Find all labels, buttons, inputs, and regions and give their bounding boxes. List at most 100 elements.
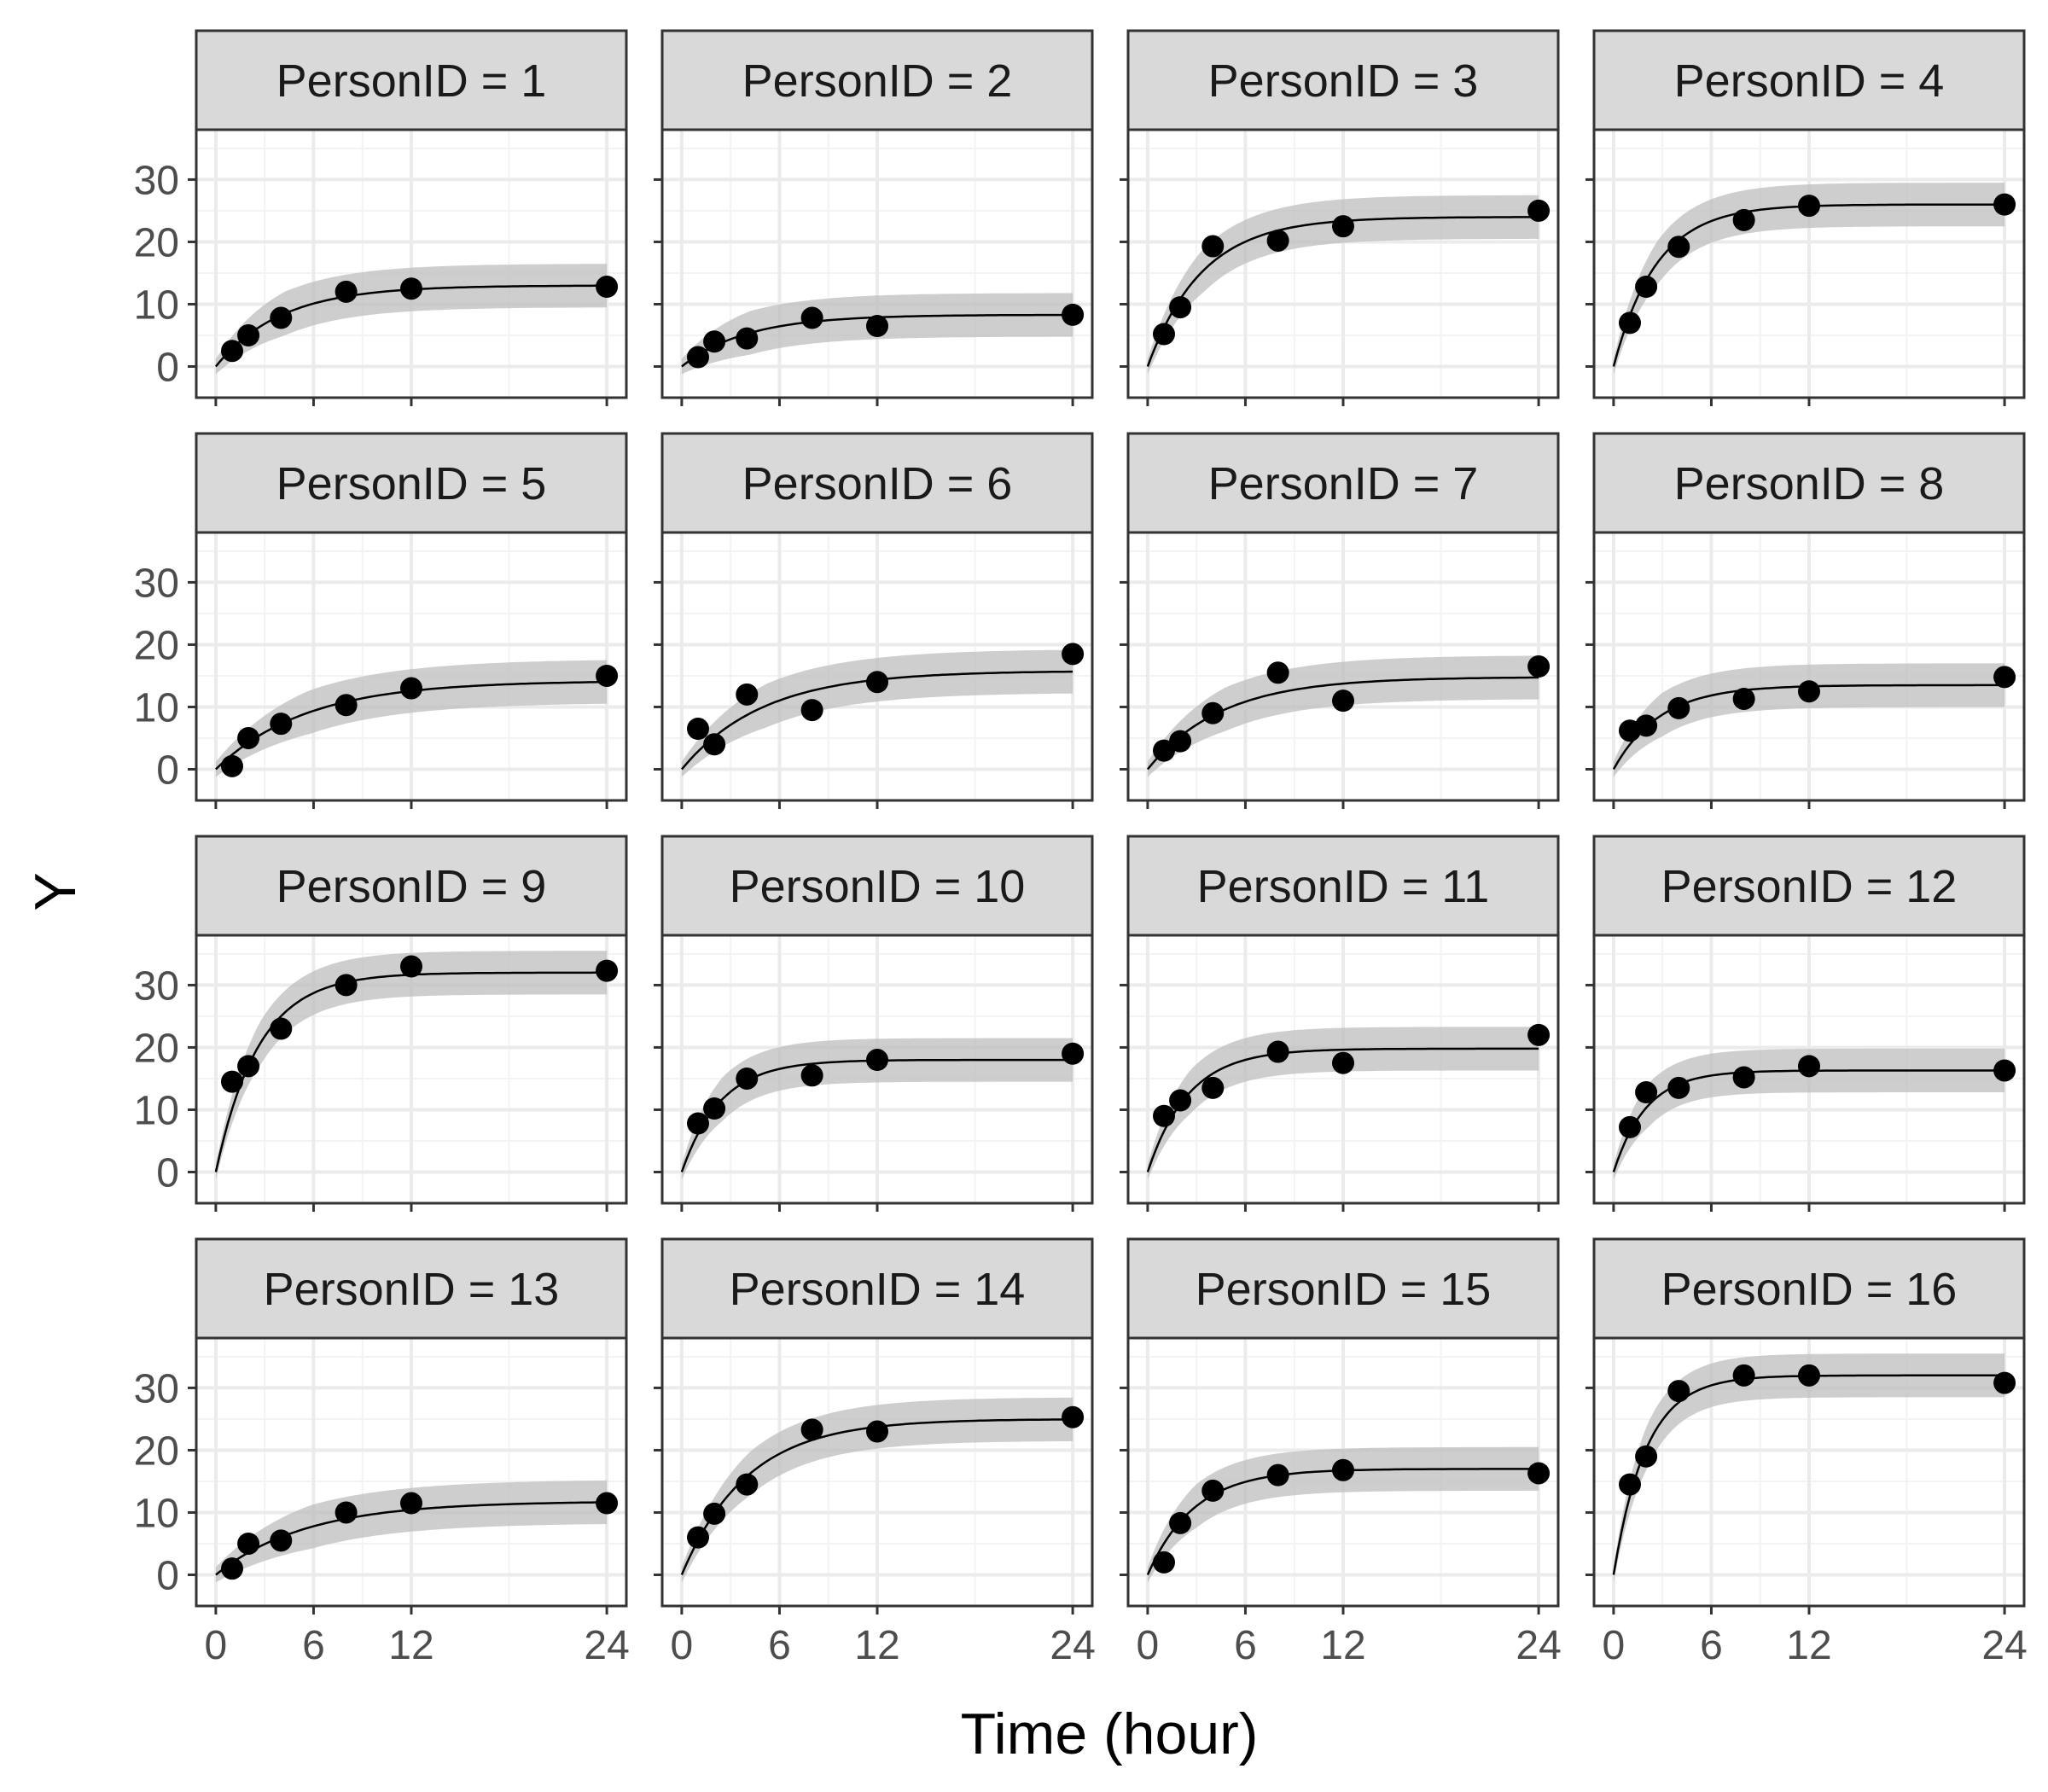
data-point bbox=[237, 1532, 260, 1555]
data-point bbox=[687, 1112, 709, 1135]
x-tick-label: 6 bbox=[1700, 1623, 1723, 1668]
y-tick-label: 10 bbox=[134, 685, 179, 730]
data-point bbox=[866, 315, 888, 338]
data-point bbox=[1266, 229, 1289, 252]
data-point bbox=[1993, 666, 2016, 689]
data-point bbox=[237, 1055, 260, 1078]
confidence-band bbox=[1147, 1027, 1539, 1180]
facet-strip bbox=[1592, 432, 2026, 534]
facet-strip bbox=[195, 432, 628, 534]
x-tick-label: 24 bbox=[1516, 1623, 1561, 1668]
data-point bbox=[1169, 296, 1192, 319]
y-tick-label: 10 bbox=[134, 282, 179, 328]
facet-strip-label: PersonID = 2 bbox=[742, 55, 1013, 107]
y-tick-label: 30 bbox=[134, 963, 179, 1009]
facet-strip-label: PersonID = 12 bbox=[1661, 861, 1958, 912]
data-point bbox=[703, 1097, 726, 1120]
data-point bbox=[1732, 1066, 1755, 1089]
facet-panel: PersonID = 12 bbox=[1592, 835, 2026, 1205]
data-point bbox=[736, 1067, 759, 1090]
confidence-band bbox=[1613, 183, 2005, 375]
facet-strip bbox=[1126, 432, 1560, 534]
facet-strip bbox=[195, 29, 628, 131]
data-point bbox=[1635, 1445, 1658, 1468]
panel-grid bbox=[1594, 532, 2024, 800]
facet-strip-label: PersonID = 6 bbox=[742, 458, 1013, 509]
x-tick-label: 0 bbox=[671, 1623, 694, 1668]
data-point bbox=[687, 1526, 709, 1549]
data-point bbox=[270, 306, 293, 329]
data-point bbox=[1332, 1458, 1354, 1481]
data-point bbox=[866, 1049, 888, 1072]
data-point bbox=[1619, 1115, 1641, 1138]
data-point bbox=[1169, 1089, 1192, 1112]
x-tick-label: 12 bbox=[854, 1623, 899, 1668]
confidence-band bbox=[215, 264, 608, 375]
x-tick-label: 24 bbox=[1981, 1623, 2027, 1668]
y-tick-label: 30 bbox=[134, 158, 179, 203]
panel-grid bbox=[662, 532, 1092, 800]
data-point bbox=[736, 683, 759, 706]
data-point bbox=[1993, 193, 2016, 216]
data-point bbox=[270, 1529, 293, 1552]
x-tick-label: 12 bbox=[388, 1623, 433, 1668]
data-point bbox=[1201, 235, 1225, 258]
data-point bbox=[1062, 303, 1085, 326]
data-point bbox=[1993, 1059, 2016, 1082]
data-point bbox=[736, 1473, 759, 1496]
panel-grid bbox=[662, 1338, 1092, 1606]
panel-grid bbox=[662, 130, 1092, 398]
facet-panel: PersonID = 16 bbox=[1592, 1237, 2026, 1608]
data-point bbox=[736, 327, 759, 350]
data-point bbox=[1266, 661, 1289, 684]
data-point bbox=[596, 276, 619, 299]
y-tick-label: 30 bbox=[134, 1366, 179, 1411]
y-tick-label: 10 bbox=[134, 1491, 179, 1536]
confidence-band bbox=[681, 649, 1073, 777]
data-point bbox=[400, 277, 422, 300]
data-point bbox=[335, 974, 358, 997]
data-point bbox=[1153, 323, 1175, 346]
facet-panel: PersonID = 4 bbox=[1592, 29, 2026, 399]
confidence-band bbox=[1147, 195, 1539, 375]
data-point bbox=[1201, 1076, 1225, 1099]
data-point bbox=[1798, 195, 1820, 218]
data-point bbox=[1619, 1473, 1641, 1496]
facet-strip bbox=[660, 29, 1094, 131]
x-axis-title: Time (hour) bbox=[961, 1702, 1259, 1766]
facet-strip bbox=[1592, 1237, 2026, 1340]
facet-strip-label: PersonID = 16 bbox=[1661, 1264, 1958, 1315]
facet-strip bbox=[660, 1237, 1094, 1340]
confidence-band bbox=[1147, 655, 1539, 777]
data-point bbox=[1732, 687, 1755, 710]
facet-panel: PersonID = 2 bbox=[660, 29, 1094, 399]
data-point bbox=[221, 1557, 243, 1580]
data-point bbox=[1527, 199, 1551, 222]
data-point bbox=[1635, 1081, 1658, 1104]
facet-strip-label: PersonID = 4 bbox=[1674, 55, 1945, 107]
x-tick-label: 0 bbox=[1137, 1623, 1160, 1668]
data-point bbox=[221, 754, 243, 777]
facet-strip bbox=[660, 432, 1094, 534]
data-point bbox=[687, 718, 709, 741]
data-point bbox=[221, 340, 243, 363]
data-point bbox=[866, 671, 888, 694]
x-tick-label: 6 bbox=[302, 1623, 325, 1668]
data-point bbox=[1153, 1551, 1175, 1574]
data-point bbox=[1732, 208, 1755, 231]
panel-grid bbox=[1594, 130, 2024, 398]
facet-panel: PersonID = 9 bbox=[195, 835, 628, 1205]
data-point bbox=[1062, 643, 1085, 666]
y-axis-title: Y bbox=[23, 872, 88, 911]
facet-panel: PersonID = 13 bbox=[195, 1237, 628, 1608]
data-point bbox=[1619, 311, 1641, 335]
facet-strip bbox=[195, 835, 628, 937]
facet-strip bbox=[1126, 29, 1560, 131]
data-point bbox=[866, 1420, 888, 1443]
confidence-band bbox=[215, 660, 608, 777]
data-point bbox=[1153, 739, 1175, 762]
y-tick-label: 20 bbox=[134, 623, 179, 668]
data-point bbox=[1062, 1042, 1085, 1065]
x-tick-label: 0 bbox=[205, 1623, 228, 1668]
data-point bbox=[1153, 1104, 1175, 1127]
